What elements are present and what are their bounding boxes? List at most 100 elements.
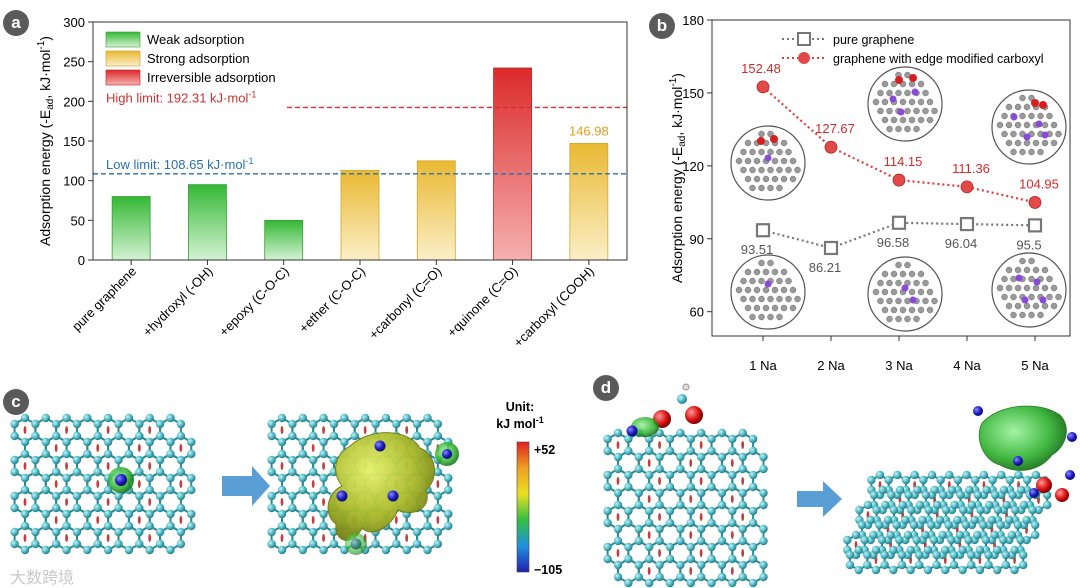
carbon-atom: [889, 505, 899, 515]
carbon-atom: [918, 515, 927, 525]
right-arrow-icon-c: [222, 466, 270, 506]
legend-label-pure: pure graphene: [833, 33, 914, 47]
carbon-atom: [728, 434, 737, 444]
bar-irreversible: [493, 67, 532, 261]
carbon-atom: [145, 449, 154, 459]
carbon-atom: [1014, 139, 1022, 147]
legend-label-strong: Strong adsorption: [147, 51, 250, 66]
carbon-atom: [350, 431, 359, 441]
carbon-atom: [696, 500, 706, 510]
carbon-atom: [758, 130, 765, 138]
sodium-atom: [1015, 274, 1023, 282]
marker-pure: [1027, 218, 1043, 233]
interaction-mark: [179, 444, 183, 452]
bar-strong: [340, 169, 380, 261]
carbon-atom: [72, 431, 82, 441]
carbon-atom: [444, 473, 453, 483]
carbon-atom: [878, 485, 887, 495]
carbon-atom: [1005, 515, 1014, 525]
carbon-atom: [1005, 302, 1013, 310]
carbon-atom: [686, 482, 695, 492]
interaction-mark: [280, 534, 284, 542]
carbon-atom: [871, 545, 881, 555]
plot-frame-b: [711, 19, 1071, 337]
carbon-atom: [696, 560, 706, 570]
graphene-inset: [730, 254, 806, 330]
carbon-atom: [665, 446, 675, 456]
marker-pure: [823, 240, 839, 256]
carbon-atom: [1022, 515, 1031, 525]
carbon-atom: [869, 530, 878, 540]
carbon-atom: [412, 527, 422, 537]
carbon-atom: [880, 560, 889, 570]
carbon-atom: [717, 488, 727, 498]
carbon-atom: [93, 491, 102, 501]
sodium-atom: [336, 490, 348, 502]
carbon-atom: [1002, 500, 1011, 510]
x-tick-label-b: 4 Na: [953, 358, 981, 373]
carbon-atom: [1019, 560, 1028, 570]
carbon-atom: [758, 148, 765, 156]
graphene-sheet-carboxyl-tilted: [843, 405, 1077, 575]
carbon-atom: [267, 539, 276, 549]
carbon-atom: [288, 527, 297, 537]
carbon-atom: [967, 550, 976, 560]
carbon-atom: [990, 530, 999, 540]
carbon-atom: [176, 419, 186, 429]
carbon-atom: [655, 524, 664, 534]
carbon-atom: [135, 467, 144, 477]
carbon-atom: [444, 521, 453, 531]
carbon-atom: [135, 455, 144, 465]
carbon-atom: [176, 491, 186, 501]
carbon-atom: [780, 304, 788, 312]
interaction-mark: [280, 498, 284, 506]
carbon-atom: [740, 148, 747, 156]
data-label-carboxyl: 104.95: [1019, 176, 1059, 191]
carbon-atom: [1010, 545, 1019, 555]
carbon-atom: [707, 554, 716, 564]
carbon-atom: [187, 473, 196, 483]
carbon-atom: [634, 536, 643, 546]
carbon-atom: [51, 419, 61, 429]
carbon-atom: [93, 503, 102, 513]
carbon-atom: [1050, 284, 1058, 292]
carbon-atom: [41, 509, 50, 519]
carbon-atom: [696, 488, 706, 498]
carbon-atom: [676, 428, 685, 438]
carbon-atom: [72, 503, 82, 513]
carbon-atom: [62, 449, 71, 459]
panel-b-badge: b: [649, 13, 675, 39]
carbon-atom: [277, 485, 287, 495]
carbon-atom: [961, 520, 971, 530]
carbon-atom: [155, 527, 165, 537]
carbon-atom: [329, 419, 339, 429]
carbon-atom: [950, 500, 959, 510]
carbon-atom: [83, 437, 92, 447]
carbon-atom: [103, 437, 113, 447]
carbon-atom: [31, 455, 40, 465]
carbon-atom: [83, 509, 92, 519]
interaction-mark: [54, 516, 58, 524]
carbon-atom: [899, 116, 907, 124]
oxygen-atom: [1055, 488, 1069, 502]
interaction-mark: [436, 480, 440, 488]
carbon-atom: [707, 518, 716, 528]
carbon-atom: [789, 304, 797, 312]
carbon-atom: [953, 475, 963, 485]
colorbar-max-label: +52: [534, 443, 555, 457]
carbon-atom: [267, 431, 276, 441]
carbon-atom: [381, 545, 391, 555]
carbon-atom: [863, 500, 873, 510]
bar-weak: [111, 196, 151, 261]
carbon-atom: [922, 297, 929, 305]
graphene-sheet-carboxyl: [603, 383, 768, 588]
carbon-atom: [360, 413, 370, 423]
carbon-atom: [922, 89, 929, 97]
carbon-atom: [62, 413, 71, 423]
carbon-atom: [897, 560, 907, 570]
carbon-atom: [748, 434, 758, 444]
carbon-atom: [155, 503, 165, 513]
carbon-atom: [866, 515, 875, 525]
sodium-atom: [1035, 120, 1043, 128]
carbon-atom: [31, 467, 40, 477]
